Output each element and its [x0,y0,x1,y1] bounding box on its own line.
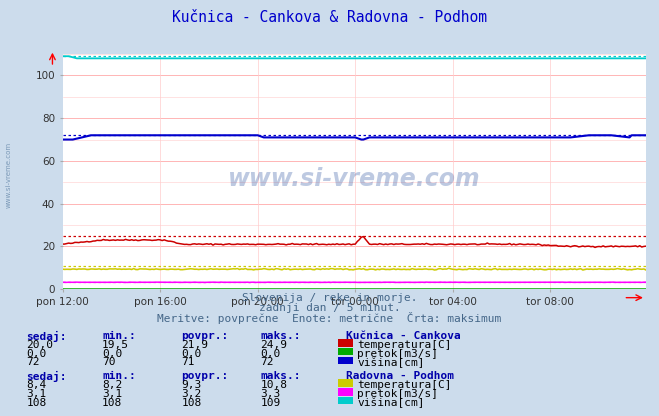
Text: pretok[m3/s]: pretok[m3/s] [357,389,438,399]
Text: temperatura[C]: temperatura[C] [357,340,451,350]
Text: zadnji dan / 5 minut.: zadnji dan / 5 minut. [258,303,401,313]
Text: višina[cm]: višina[cm] [357,398,424,408]
Text: 10,8: 10,8 [260,380,287,390]
Text: Meritve: povprečne  Enote: metrične  Črta: maksimum: Meritve: povprečne Enote: metrične Črta:… [158,312,501,324]
Text: 71: 71 [181,357,194,367]
Text: 0,0: 0,0 [102,349,123,359]
Text: Kučnica - Cankova & Radovna - Podhom: Kučnica - Cankova & Radovna - Podhom [172,10,487,25]
Text: 3,1: 3,1 [102,389,123,399]
Text: temperatura[C]: temperatura[C] [357,380,451,390]
Text: min.:: min.: [102,331,136,341]
Text: povpr.:: povpr.: [181,371,229,381]
Text: 3,1: 3,1 [26,389,47,399]
Text: Kučnica - Cankova: Kučnica - Cankova [346,331,461,341]
Text: 19,5: 19,5 [102,340,129,350]
Text: 21,9: 21,9 [181,340,208,350]
Text: sedaj:: sedaj: [26,331,67,342]
Text: 3,3: 3,3 [260,389,281,399]
Text: 8,4: 8,4 [26,380,47,390]
Text: 24,9: 24,9 [260,340,287,350]
Text: www.si-vreme.com: www.si-vreme.com [228,167,480,191]
Text: povpr.:: povpr.: [181,331,229,341]
Text: 0,0: 0,0 [26,349,47,359]
Text: 0,0: 0,0 [181,349,202,359]
Text: 70: 70 [102,357,115,367]
Text: 108: 108 [181,398,202,408]
Text: 20,0: 20,0 [26,340,53,350]
Text: 9,3: 9,3 [181,380,202,390]
Text: 72: 72 [260,357,273,367]
Text: sedaj:: sedaj: [26,371,67,382]
Text: maks.:: maks.: [260,371,301,381]
Text: www.si-vreme.com: www.si-vreme.com [5,142,11,208]
Text: 8,2: 8,2 [102,380,123,390]
Text: višina[cm]: višina[cm] [357,357,424,368]
Text: Slovenija / reke in morje.: Slovenija / reke in morje. [242,293,417,303]
Text: 108: 108 [102,398,123,408]
Text: 3,2: 3,2 [181,389,202,399]
Text: maks.:: maks.: [260,331,301,341]
Text: 108: 108 [26,398,47,408]
Text: Radovna - Podhom: Radovna - Podhom [346,371,454,381]
Text: min.:: min.: [102,371,136,381]
Text: 0,0: 0,0 [260,349,281,359]
Text: 72: 72 [26,357,40,367]
Text: 109: 109 [260,398,281,408]
Text: pretok[m3/s]: pretok[m3/s] [357,349,438,359]
